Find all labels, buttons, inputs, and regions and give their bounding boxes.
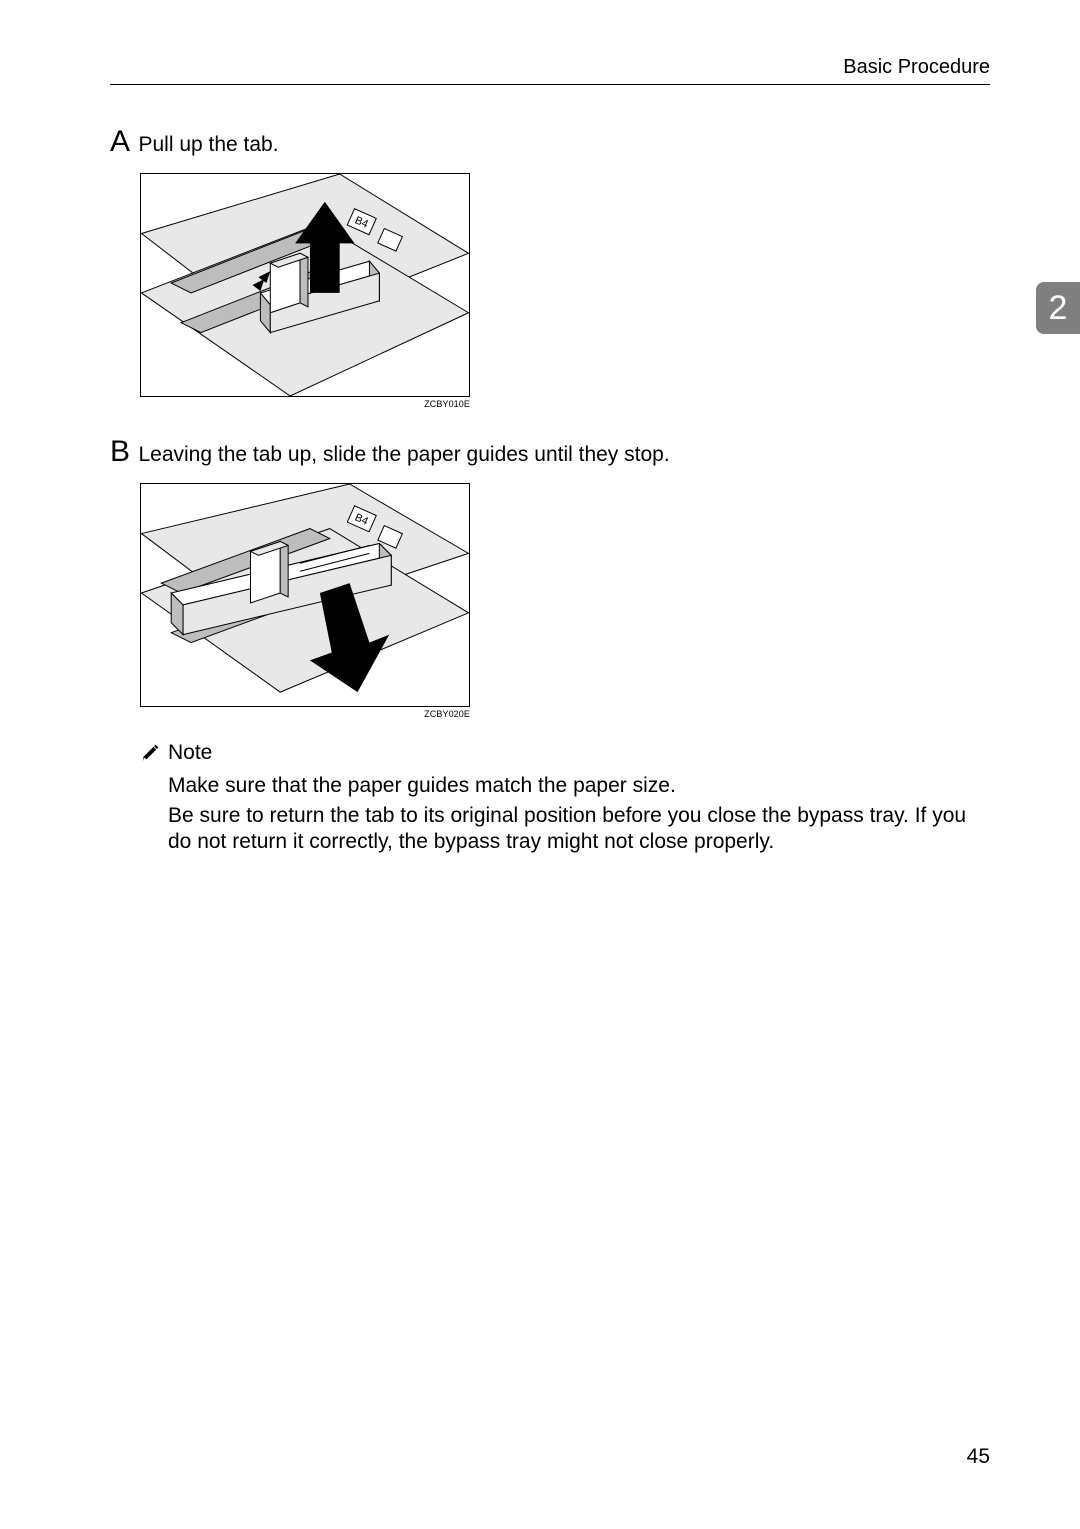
step-letter: B [110,435,130,469]
figure-b-caption: ZCBY020E [140,709,470,719]
note-body: Make sure that the paper guides match th… [168,773,990,855]
note-block: Note Make sure that the paper guides mat… [140,741,990,855]
chapter-side-tab: 2 [1036,282,1080,334]
step-text: Pull up the tab. [138,133,278,156]
figure-b-frame: B4 [140,483,470,707]
figure-a-caption: ZCBY010E [140,399,470,409]
step-text: Leaving the tab up, slide the paper guid… [138,443,669,466]
note-title-row: Note [140,741,990,765]
figure-a-frame: B4 [140,173,470,397]
pencil-icon [140,742,162,764]
page-number: 45 [967,1445,990,1469]
note-paragraph: Be sure to return the tab to its origina… [168,803,990,855]
note-title: Note [168,741,212,765]
note-paragraph: Make sure that the paper guides match th… [168,773,990,799]
pull-tab-illustration: B4 [141,174,469,396]
slide-guides-illustration: B4 [141,484,469,706]
header-rule: Basic Procedure [110,60,990,85]
page: Basic Procedure A Pull up the tab. B4 [0,0,1080,1529]
step-letter: A [110,125,130,159]
figure-b: B4 [140,483,470,719]
header-section-title: Basic Procedure [843,56,990,79]
step-b: B Leaving the tab up, slide the paper gu… [110,435,990,719]
figure-a: B4 [140,173,470,409]
step-a: A Pull up the tab. B4 [110,125,990,409]
